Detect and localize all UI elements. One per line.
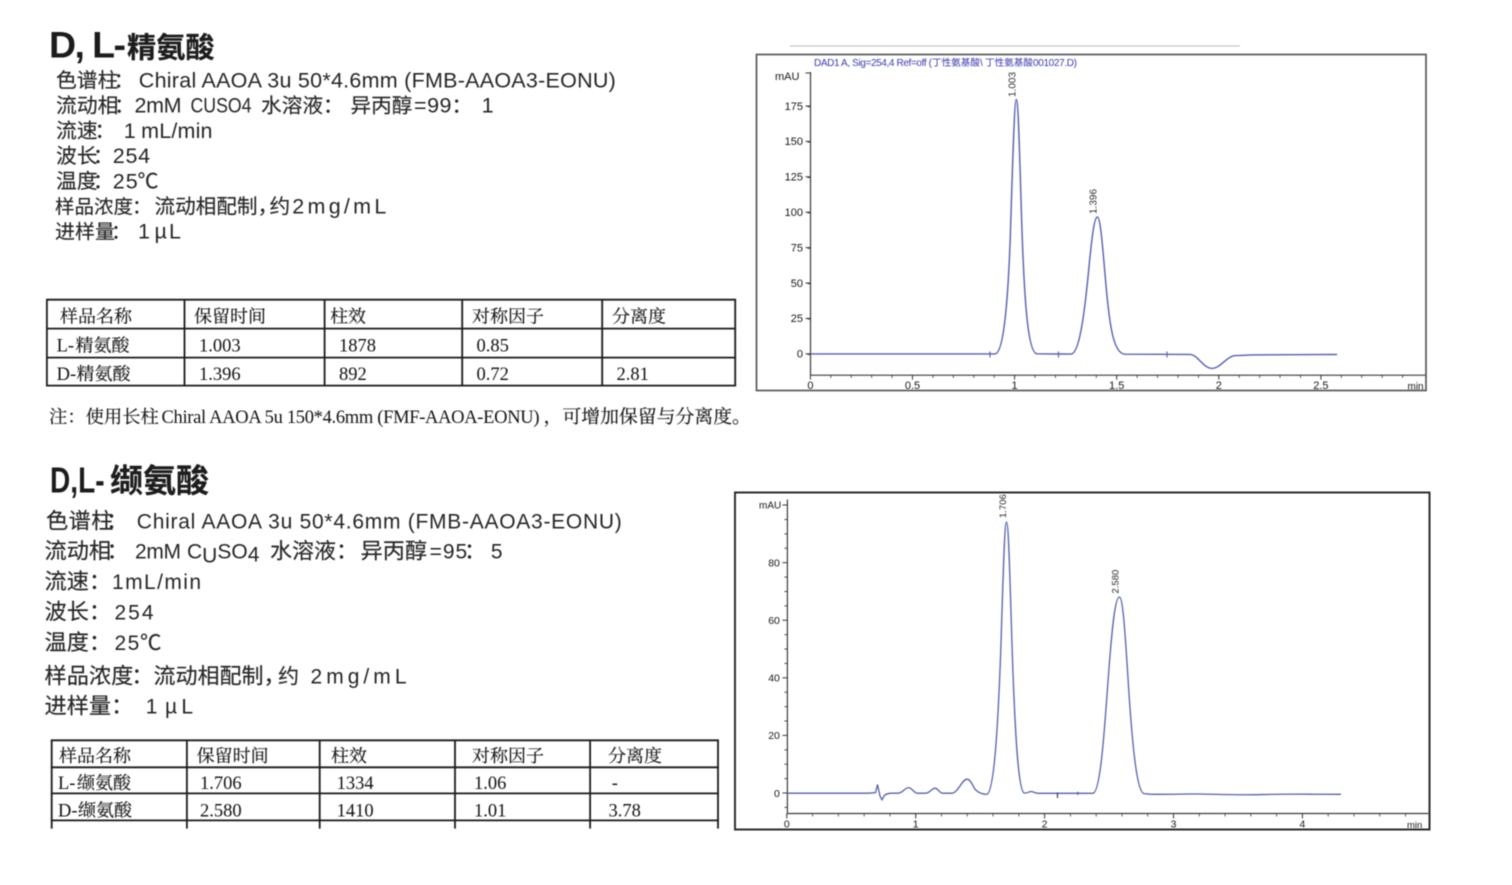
svg-text:25: 25 (113, 169, 139, 193)
svg-text:0: 0 (784, 819, 790, 831)
svg-text:2.580: 2.580 (200, 801, 242, 821)
svg-text:1.06: 1.06 (474, 774, 506, 794)
svg-text:0: 0 (774, 788, 780, 800)
svg-text:0.5: 0.5 (905, 380, 920, 392)
svg-text:2.81: 2.81 (617, 365, 649, 385)
svg-text:254: 254 (113, 144, 151, 168)
svg-text:1.396: 1.396 (199, 365, 241, 385)
svg-text:1.706: 1.706 (200, 774, 242, 794)
svg-text:1: 1 (138, 220, 150, 244)
svg-text:D, L-: D, L- (49, 24, 126, 66)
svg-text:2mg/mL: 2mg/mL (292, 195, 386, 219)
svg-text:1334: 1334 (337, 774, 374, 794)
svg-text:25: 25 (791, 313, 803, 325)
svg-text:=99: =99 (414, 94, 452, 118)
svg-text:0.72: 0.72 (477, 365, 509, 385)
svg-text:75: 75 (791, 242, 803, 254)
svg-text:1mL/min: 1mL/min (112, 571, 201, 594)
svg-text:1.01: 1.01 (474, 801, 506, 821)
svg-text:1: 1 (913, 819, 919, 831)
svg-text:1.5: 1.5 (1109, 380, 1124, 392)
svg-text:2mM: 2mM (135, 541, 181, 564)
svg-text:1.706: 1.706 (998, 494, 1009, 518)
svg-text:1.396: 1.396 (1089, 189, 1100, 214)
svg-text:L-: L- (58, 774, 75, 794)
svg-text:D-: D- (57, 365, 77, 385)
svg-text:1.003: 1.003 (199, 337, 241, 357)
svg-text:1: 1 (1012, 380, 1018, 392)
svg-text:3.78: 3.78 (609, 801, 641, 821)
svg-text:-: - (612, 774, 618, 794)
svg-text:25: 25 (115, 632, 141, 655)
svg-text:0.85: 0.85 (477, 337, 509, 357)
svg-text:175: 175 (785, 101, 803, 113)
svg-text:1: 1 (146, 696, 158, 719)
svg-text:254: 254 (115, 601, 156, 624)
svg-text:100: 100 (785, 207, 803, 219)
svg-text:150: 150 (785, 136, 803, 148)
svg-text:2.5: 2.5 (1313, 380, 1328, 392)
svg-text:5: 5 (491, 541, 503, 564)
svg-text:40: 40 (768, 673, 780, 685)
svg-text:D,L-: D,L- (50, 460, 105, 500)
svg-text:3: 3 (1171, 819, 1177, 831)
svg-text:60: 60 (768, 615, 780, 627)
svg-text:D-: D- (58, 801, 78, 821)
svg-text:2.580: 2.580 (1111, 570, 1122, 594)
svg-text:2: 2 (1042, 819, 1048, 831)
svg-text:2mM: 2mM (135, 94, 182, 118)
svg-text:2mg/mL: 2mg/mL (311, 666, 407, 689)
svg-text:125: 125 (785, 172, 803, 184)
svg-text:892: 892 (339, 365, 367, 385)
svg-text:4: 4 (1299, 819, 1305, 831)
svg-text:Chiral AAOA 3u 50*4.6mm (FMB-A: Chiral AAOA 3u 50*4.6mm (FMB-AAOA3-EONU) (139, 69, 616, 93)
svg-text:mL/min: mL/min (141, 119, 212, 143)
svg-text:Chiral AAOA 3u 50*4.6mm (FMB-A: Chiral AAOA 3u 50*4.6mm (FMB-AAOA3-EONU) (137, 511, 622, 534)
svg-text:DAD1 A, Sig=254,4 Ref=off (: DAD1 A, Sig=254,4 Ref=off ( (814, 58, 933, 69)
svg-text:\: \ (980, 58, 983, 69)
svg-text:1: 1 (124, 119, 136, 143)
svg-text:min: min (1408, 382, 1424, 393)
svg-text:Chiral AAOA 5u 150*4.6mm (FMF-: Chiral AAOA 5u 150*4.6mm (FMF-AAOA-EONU) (162, 408, 540, 428)
svg-text:50: 50 (791, 278, 803, 290)
svg-text:L-: L- (57, 337, 74, 357)
svg-text:CUSO4: CUSO4 (187, 541, 260, 568)
svg-text:2: 2 (1216, 380, 1222, 392)
svg-text:min: min (1407, 820, 1422, 831)
svg-text:80: 80 (768, 557, 780, 569)
svg-text:1: 1 (482, 94, 494, 118)
svg-text:0: 0 (807, 380, 813, 392)
svg-text:mAU: mAU (775, 71, 800, 83)
svg-text:=95: =95 (430, 541, 469, 564)
svg-text:0: 0 (797, 349, 803, 361)
svg-text:mAU: mAU (759, 501, 781, 512)
svg-text:001027.D): 001027.D) (1033, 58, 1077, 69)
svg-text:CUSO4: CUSO4 (191, 94, 252, 118)
svg-text:1410: 1410 (337, 801, 374, 821)
svg-text:20: 20 (768, 730, 780, 742)
svg-text:1878: 1878 (339, 337, 376, 357)
svg-text:1.003: 1.003 (1008, 72, 1019, 97)
